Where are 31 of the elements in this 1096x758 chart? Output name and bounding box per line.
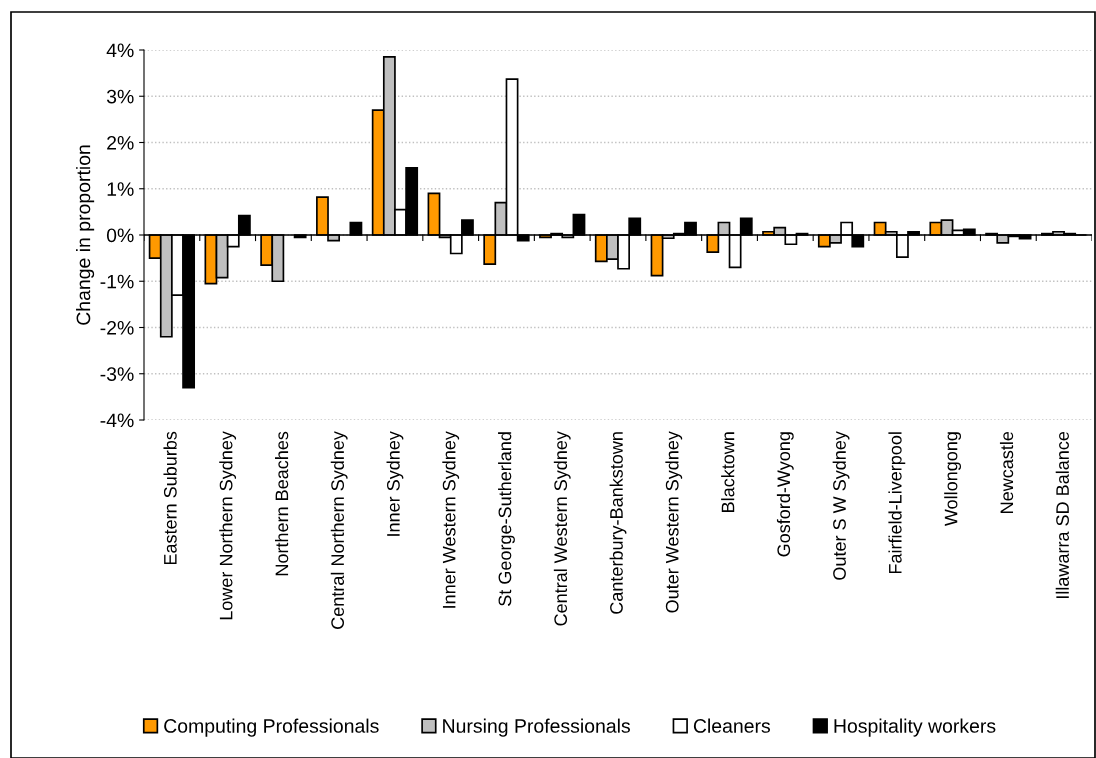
legend-label: Hospitality workers — [834, 718, 996, 737]
y-tick-label: 0% — [106, 228, 134, 243]
x-tick-label: Eastern Suburbs — [163, 431, 177, 565]
y-tick-label: -4% — [100, 413, 134, 428]
x-tick-label: Canterbury-Bankstown — [609, 432, 627, 614]
x-tick-label: Central Western Sydney — [553, 431, 571, 626]
x-tick-label: Fairfield-Liverpool — [888, 432, 906, 574]
legend-label: Cleaners — [693, 718, 771, 733]
y-tick-label: -1% — [100, 274, 134, 289]
y-axis-title: Change in proportion — [76, 145, 95, 325]
y-tick-label: 4% — [106, 43, 134, 58]
legend-label: Nursing Professionals — [443, 718, 630, 737]
y-tick-label: -2% — [100, 320, 134, 335]
x-tick-label: Outer Western Sydney — [665, 431, 683, 613]
y-tick-label: 3% — [106, 89, 134, 104]
x-tick-label: Illawarra SD Balance — [1055, 431, 1069, 599]
x-tick-label: St George-Sutherland — [498, 432, 515, 606]
y-tick-label: 1% — [107, 182, 134, 196]
y-tick-label: -3% — [100, 367, 134, 381]
x-tick-label: Blacktown — [721, 432, 735, 512]
x-tick-label: Inner Western Sydney — [442, 431, 460, 608]
x-tick-label: Lower Northern Sydney — [219, 431, 237, 620]
x-tick-label: Gosford-Wyong — [776, 432, 794, 557]
x-tick-label: Inner Sydney — [386, 431, 404, 536]
x-tick-label: Central Northern Sydney — [330, 431, 348, 629]
x-tick-label: Outer S W Sydney — [832, 431, 850, 580]
x-tick-label: Northern Beaches — [275, 431, 289, 576]
legend-label: Computing Professionals — [164, 718, 379, 737]
x-tick-label: Wollongong — [944, 432, 961, 527]
y-tick-label: 2% — [107, 135, 134, 150]
x-tick-label: Newcastle — [999, 431, 1014, 513]
